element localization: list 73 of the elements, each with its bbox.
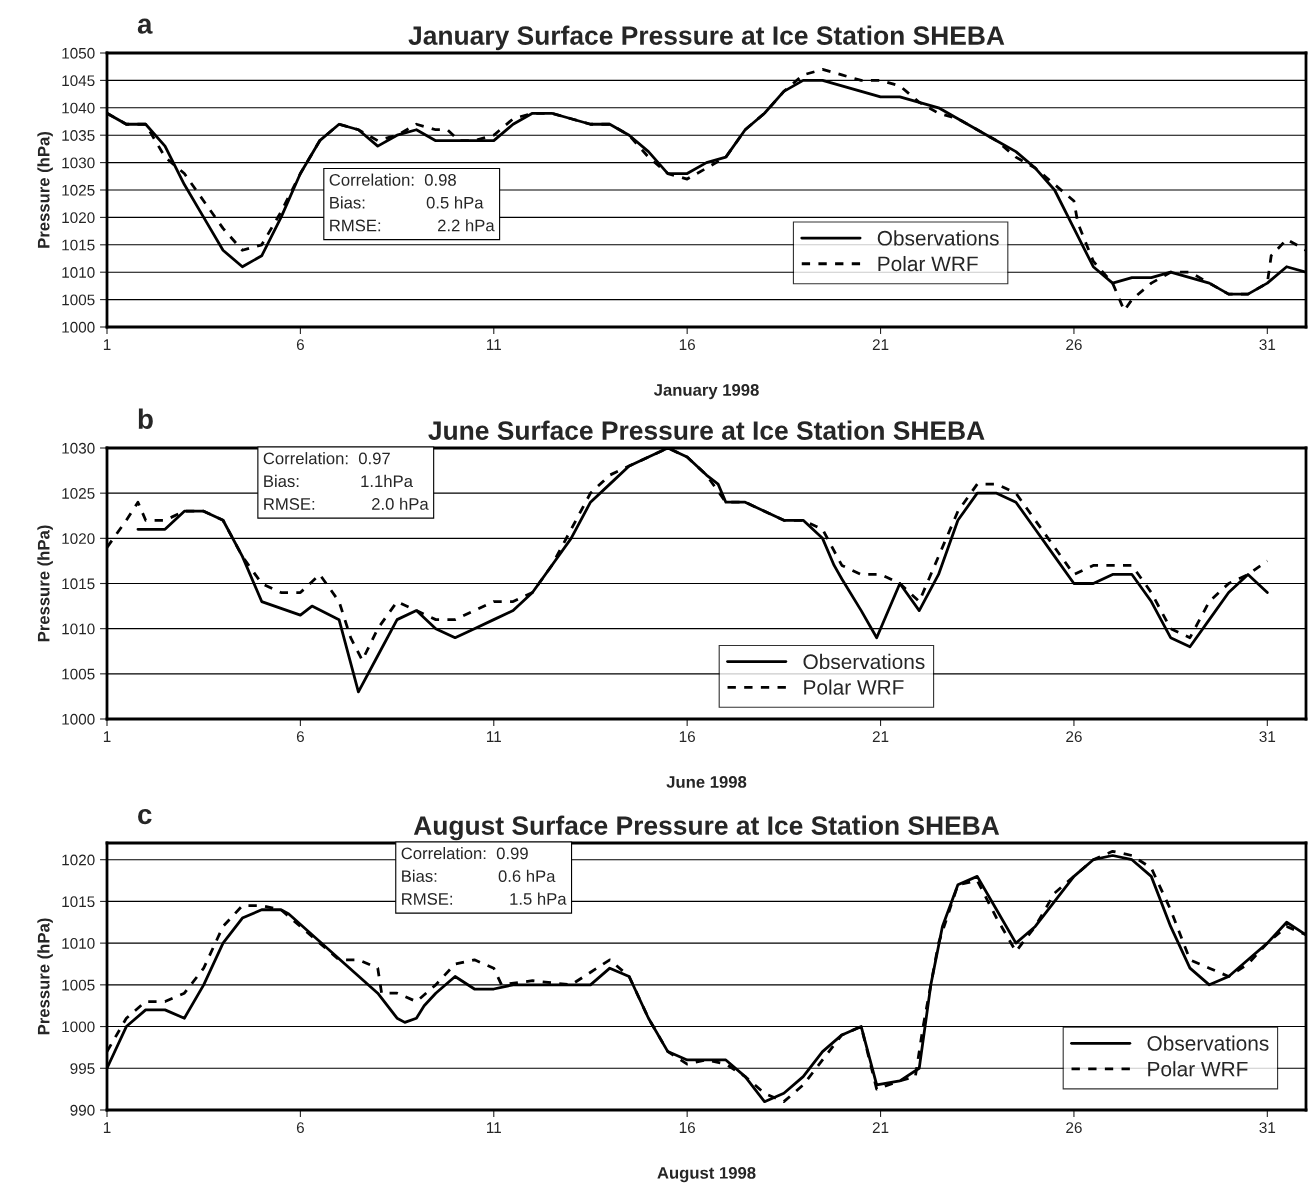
y-tick-label: 1025 bbox=[62, 184, 95, 196]
y-tick-label: 1000 bbox=[62, 1021, 95, 1033]
legend-label: Observations bbox=[1147, 1035, 1269, 1051]
x-tick-label: 11 bbox=[487, 1122, 501, 1133]
x-tick-label: 26 bbox=[1066, 339, 1082, 351]
annotation: RMSE: 2.2 hPa bbox=[330, 219, 495, 232]
y-tick-label: 1010 bbox=[62, 267, 95, 278]
annotation: Bias: 0.6 hPa bbox=[402, 869, 556, 883]
x-tick-label: 6 bbox=[296, 731, 304, 743]
chart-title: January Surface Pressure at Ice Station SHEBA bbox=[408, 25, 1005, 51]
x-tick-label: 31 bbox=[1259, 339, 1276, 351]
y-tick-label: 1015 bbox=[62, 896, 95, 908]
text: c bbox=[138, 808, 152, 825]
x-axis-title: June 1998 bbox=[666, 776, 747, 788]
chart-title: August Surface Pressure at Ice Station SHEBA bbox=[413, 815, 1000, 841]
x-tick-label: 21 bbox=[872, 1122, 889, 1133]
annotation: Bias: 0.5 hPa bbox=[330, 196, 484, 209]
annotation: Bias: 1.1hPa bbox=[264, 474, 413, 488]
y-tick-label: 1000 bbox=[62, 321, 95, 333]
legend-label: Polar WRF bbox=[804, 679, 904, 695]
y-tick-label: 1020 bbox=[62, 212, 95, 224]
y-tick-label: 1005 bbox=[62, 294, 95, 306]
legend-label: Observations bbox=[877, 230, 999, 246]
x-tick-label: 1 bbox=[103, 1122, 111, 1133]
y-tick-label: 1030 bbox=[62, 442, 95, 454]
y-tick-label: 995 bbox=[70, 1063, 95, 1074]
x-axis-title: January 1998 bbox=[653, 384, 759, 400]
x-tick-label: 1 bbox=[103, 339, 111, 350]
x-tick-label: 21 bbox=[872, 731, 889, 742]
y-tick-label: 1025 bbox=[62, 488, 95, 499]
x-tick-label: 31 bbox=[1259, 1122, 1276, 1134]
y-tick-label: 1005 bbox=[62, 668, 95, 680]
x-tick-label: 16 bbox=[679, 339, 695, 351]
y-tick-label: 1035 bbox=[62, 130, 95, 141]
annotation: Correlation: 0.98 bbox=[329, 173, 456, 186]
y-tick-label: 1020 bbox=[62, 533, 95, 545]
chart-title: June Surface Pressure at Ice Station SHEBA bbox=[428, 420, 985, 440]
legend-label: Polar WRF bbox=[1148, 1061, 1248, 1077]
y-tick-label: 1040 bbox=[62, 102, 95, 114]
y-axis-title: Pressure (hPa) bbox=[37, 918, 53, 1035]
x-tick-label: 6 bbox=[296, 339, 304, 351]
x-tick-label: 26 bbox=[1066, 1122, 1082, 1134]
y-axis-title: Pressure (hPa) bbox=[37, 525, 53, 642]
annotation: RMSE: 1.5 hPa bbox=[402, 892, 567, 905]
x-tick-label: 1 bbox=[103, 731, 111, 742]
y-tick-label: 1030 bbox=[62, 157, 95, 169]
text: a bbox=[137, 18, 153, 34]
legend-label: Polar WRF bbox=[878, 255, 978, 272]
x-tick-label: 26 bbox=[1066, 731, 1082, 743]
y-tick-label: 1020 bbox=[62, 854, 95, 866]
y-tick-label: 990 bbox=[70, 1104, 95, 1116]
y-tick-label: 1005 bbox=[62, 979, 95, 991]
x-tick-label: 6 bbox=[296, 1122, 304, 1134]
x-tick-label: 11 bbox=[487, 731, 501, 742]
x-tick-label: 21 bbox=[872, 339, 889, 350]
text: b bbox=[138, 408, 153, 429]
y-tick-label: 1010 bbox=[62, 937, 95, 949]
y-tick-label: 1015 bbox=[62, 239, 95, 251]
x-tick-label: 16 bbox=[679, 731, 695, 743]
y-tick-label: 1015 bbox=[62, 578, 95, 590]
annotation: Correlation: 0.97 bbox=[263, 452, 390, 465]
y-tick-label: 1010 bbox=[62, 623, 95, 635]
legend-label: Observations bbox=[803, 653, 925, 670]
y-tick-label: 1050 bbox=[62, 47, 95, 59]
x-tick-label: 31 bbox=[1259, 731, 1276, 743]
x-tick-label: 16 bbox=[679, 1122, 695, 1134]
x-axis-title: August 1998 bbox=[657, 1166, 756, 1183]
y-axis-title: Pressure (hPa) bbox=[37, 132, 53, 248]
annotation: Correlation: 0.99 bbox=[401, 847, 528, 860]
annotation: RMSE: 2.0 hPa bbox=[264, 497, 429, 510]
y-tick-label: 1045 bbox=[62, 75, 95, 87]
x-tick-label: 11 bbox=[487, 339, 501, 350]
y-tick-label: 1000 bbox=[62, 713, 95, 725]
